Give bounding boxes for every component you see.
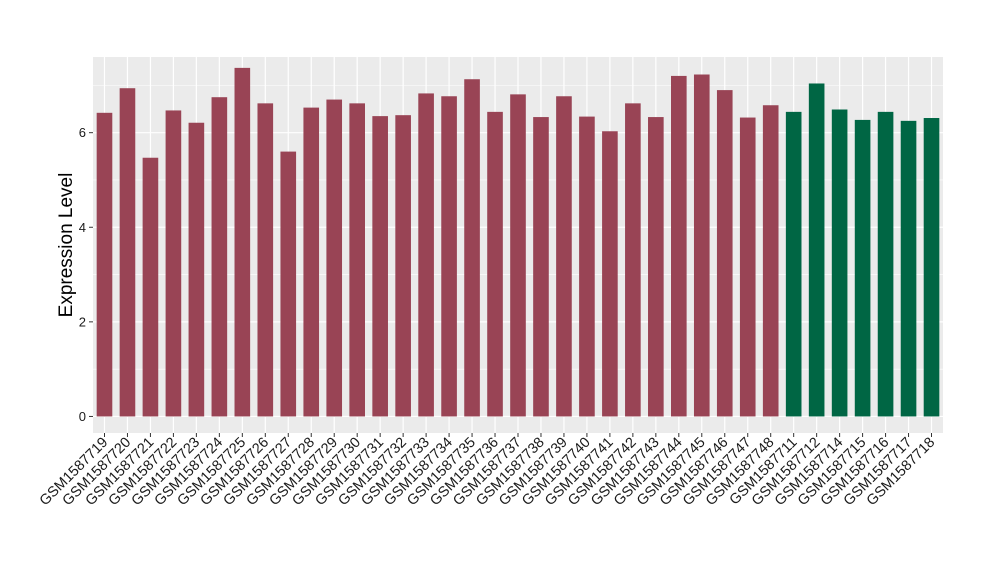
- bar: [579, 116, 595, 417]
- bar: [441, 96, 457, 417]
- bar: [716, 90, 733, 417]
- bar: [349, 103, 365, 417]
- bar: [96, 112, 113, 417]
- y-axis: 0 2 4 6: [79, 125, 93, 424]
- y-axis-title: Expression Level: [56, 173, 77, 318]
- bar: [464, 79, 480, 417]
- bar: [877, 111, 894, 417]
- bar: [211, 97, 228, 417]
- bar: [395, 115, 411, 417]
- bar: [831, 109, 848, 417]
- bar: [510, 94, 526, 417]
- bar: [739, 117, 756, 417]
- bar: [671, 75, 687, 417]
- bar: [533, 117, 549, 417]
- bar: [234, 67, 251, 417]
- bar: [762, 105, 779, 417]
- bar: [188, 122, 205, 417]
- bar: [165, 110, 182, 417]
- y-tick-label: 6: [79, 125, 86, 140]
- bars: [96, 67, 940, 417]
- y-tick-label: 2: [79, 314, 86, 329]
- bar: [854, 119, 871, 417]
- x-axis: GSM1587719GSM1587720GSM1587721GSM1587722…: [37, 433, 938, 509]
- bar: [372, 116, 388, 417]
- bar: [808, 83, 825, 417]
- bar: [693, 74, 710, 417]
- bar: [648, 117, 664, 417]
- bar: [326, 99, 343, 417]
- bar: [900, 120, 917, 417]
- bar: [556, 96, 572, 417]
- bar: [142, 157, 159, 417]
- bar: [280, 151, 297, 417]
- bar: [602, 131, 618, 417]
- bar: [785, 111, 802, 417]
- y-tick-label: 4: [79, 220, 86, 235]
- y-tick-label: 0: [79, 409, 86, 424]
- bar: [923, 118, 940, 417]
- bar: [487, 111, 503, 417]
- bar: [625, 103, 641, 417]
- bar: [119, 88, 136, 417]
- bar: [257, 103, 274, 417]
- bar: [418, 93, 434, 417]
- bar: [303, 107, 320, 417]
